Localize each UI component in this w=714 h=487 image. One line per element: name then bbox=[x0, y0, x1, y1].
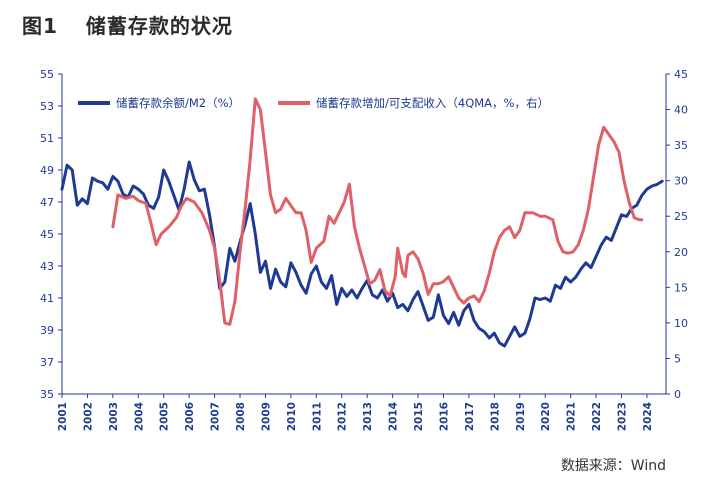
right-tick-label: 35 bbox=[674, 139, 688, 152]
legend-label-deposit-m2: 储蓄存款余额/M2（%） bbox=[116, 96, 240, 110]
x-tick-label: 2018 bbox=[489, 402, 501, 431]
x-tick-label: 2007 bbox=[210, 402, 222, 431]
right-tick-label: 40 bbox=[674, 104, 688, 117]
series-line-deposit-m2 bbox=[60, 160, 664, 348]
left-tick-label: 43 bbox=[40, 260, 54, 273]
x-tick-label: 2002 bbox=[82, 402, 94, 431]
right-tick-label: 15 bbox=[674, 281, 688, 294]
figure-title-text: 储蓄存款的状况 bbox=[85, 14, 233, 38]
x-tick-label: 2009 bbox=[260, 402, 272, 431]
x-tick-label: 2004 bbox=[133, 402, 145, 431]
left-tick-label: 47 bbox=[40, 196, 54, 209]
legend-label-deposit-income: 储蓄存款增加/可支配收入（4QMA，%，右） bbox=[316, 96, 549, 110]
right-tick-label: 45 bbox=[674, 68, 688, 81]
x-tick-label: 2024 bbox=[642, 402, 654, 431]
left-tick-label: 41 bbox=[40, 292, 54, 305]
left-tick-label: 55 bbox=[40, 68, 54, 81]
right-tick-label: 30 bbox=[674, 175, 688, 188]
x-tick-label: 2012 bbox=[337, 402, 349, 431]
x-tick-label: 2001 bbox=[57, 402, 69, 431]
right-tick-label: 10 bbox=[674, 317, 688, 330]
right-tick-label: 0 bbox=[674, 388, 681, 401]
x-tick-label: 2003 bbox=[108, 402, 120, 431]
right-tick-label: 5 bbox=[674, 352, 681, 365]
left-tick-label: 45 bbox=[40, 228, 54, 241]
x-tick-label: 2017 bbox=[464, 402, 476, 431]
x-tick-label: 2019 bbox=[515, 402, 527, 431]
x-tick-label: 2011 bbox=[311, 402, 323, 431]
x-tick-label: 2014 bbox=[388, 402, 400, 431]
x-tick-label: 2023 bbox=[616, 402, 628, 431]
left-tick-label: 37 bbox=[40, 356, 54, 369]
left-tick-label: 53 bbox=[40, 100, 54, 113]
figure-number: 图1 bbox=[22, 14, 58, 38]
series-line-deposit-income bbox=[111, 97, 644, 326]
left-tick-label: 51 bbox=[40, 132, 54, 145]
right-tick-label: 25 bbox=[674, 210, 688, 223]
x-tick-label: 2020 bbox=[540, 402, 552, 431]
source-note: 数据来源：Wind bbox=[560, 458, 666, 474]
x-tick-label: 2016 bbox=[438, 402, 450, 431]
x-tick-label: 2005 bbox=[159, 402, 171, 431]
left-tick-label: 49 bbox=[40, 164, 54, 177]
figure-title: 图1 储蓄存款的状况 bbox=[22, 10, 233, 39]
left-tick-label: 35 bbox=[40, 388, 54, 401]
x-tick-label: 2006 bbox=[184, 402, 196, 431]
left-tick-label: 39 bbox=[40, 324, 54, 337]
right-tick-label: 20 bbox=[674, 246, 688, 259]
x-tick-label: 2021 bbox=[566, 402, 578, 431]
x-tick-label: 2008 bbox=[235, 402, 247, 431]
x-tick-label: 2015 bbox=[413, 402, 425, 431]
x-tick-label: 2013 bbox=[362, 402, 374, 431]
x-tick-label: 2022 bbox=[591, 402, 603, 431]
x-tick-label: 2010 bbox=[286, 402, 298, 431]
